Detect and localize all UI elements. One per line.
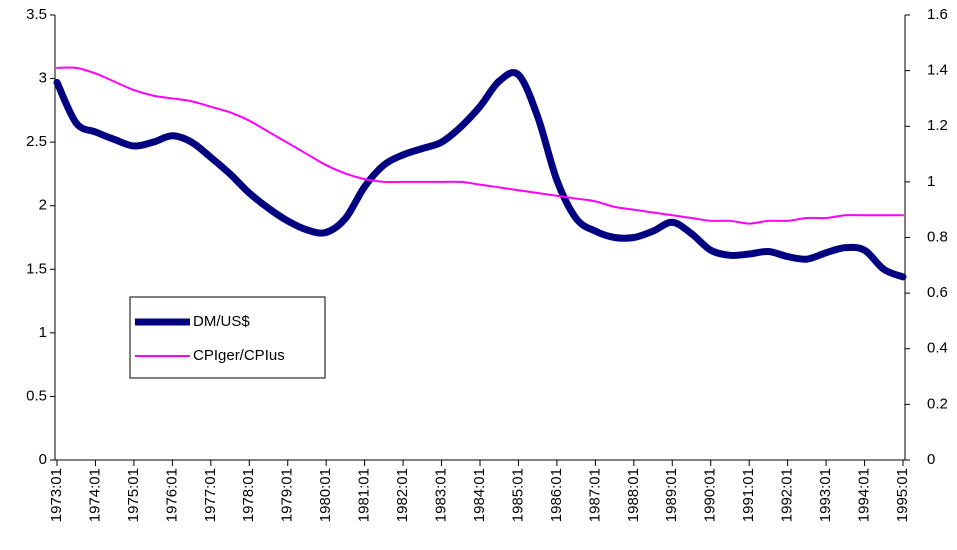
- x-tick-label: 1994:01: [856, 468, 873, 522]
- x-tick-label: 1977:01: [202, 468, 219, 522]
- y2-tick-label: 0.4: [927, 340, 948, 357]
- y2-tick-label: 0.2: [927, 395, 948, 412]
- x-tick-label: 1987:01: [586, 468, 603, 522]
- series-line: [53, 69, 907, 281]
- x-tick-label: 1988:01: [625, 468, 642, 522]
- x-tick-label: 1982:01: [394, 468, 411, 522]
- legend-label: CPIger/CPIus: [193, 347, 285, 364]
- y2-tick-label: 0.6: [927, 284, 948, 301]
- y-tick-label: 1: [39, 324, 47, 341]
- series-line: [56, 66, 904, 225]
- x-tick-label: 1976:01: [163, 468, 180, 522]
- x-tick-label: 1991:01: [740, 468, 757, 522]
- y-tick-label: 3.5: [26, 6, 47, 23]
- y-tick-label: 0: [39, 451, 47, 468]
- x-tick-label: 1978:01: [240, 468, 257, 522]
- x-tick-label: 1975:01: [125, 468, 142, 522]
- x-tick-label: 1979:01: [279, 468, 296, 522]
- y-tick-label: 0.5: [26, 387, 47, 404]
- x-tick-label: 1984:01: [471, 468, 488, 522]
- x-tick-label: 1983:01: [433, 468, 450, 522]
- x-tick-label: 1973:01: [48, 468, 65, 522]
- y-tick-label: 3: [39, 70, 47, 87]
- y-tick-label: 2.5: [26, 133, 47, 150]
- legend-box: [129, 296, 326, 379]
- y2-tick-label: 1: [927, 173, 935, 190]
- x-tick-label: 1974:01: [86, 468, 103, 522]
- y-tick-label: 2: [39, 197, 47, 214]
- y2-tick-label: 0: [927, 451, 935, 468]
- x-tick-label: 1980:01: [317, 468, 334, 522]
- x-tick-label: 1981:01: [356, 468, 373, 522]
- y2-tick-label: 1.6: [927, 6, 948, 23]
- x-tick-label: 1992:01: [779, 468, 796, 522]
- legend-label: DM/US$: [193, 313, 250, 330]
- y2-tick-label: 1.2: [927, 117, 948, 134]
- y2-tick-label: 0.8: [927, 228, 948, 245]
- y-tick-label: 1.5: [26, 260, 47, 277]
- x-tick-label: 1993:01: [817, 468, 834, 522]
- x-tick-label: 1986:01: [548, 468, 565, 522]
- legend: DM/US$ CPIger/CPIus: [129, 296, 326, 379]
- x-tick-label: 1989:01: [663, 468, 680, 522]
- x-tick-label: 1995:01: [894, 468, 911, 522]
- y2-tick-label: 1.4: [927, 62, 948, 79]
- x-tick-label: 1985:01: [509, 468, 526, 522]
- x-tick-label: 1990:01: [702, 468, 719, 522]
